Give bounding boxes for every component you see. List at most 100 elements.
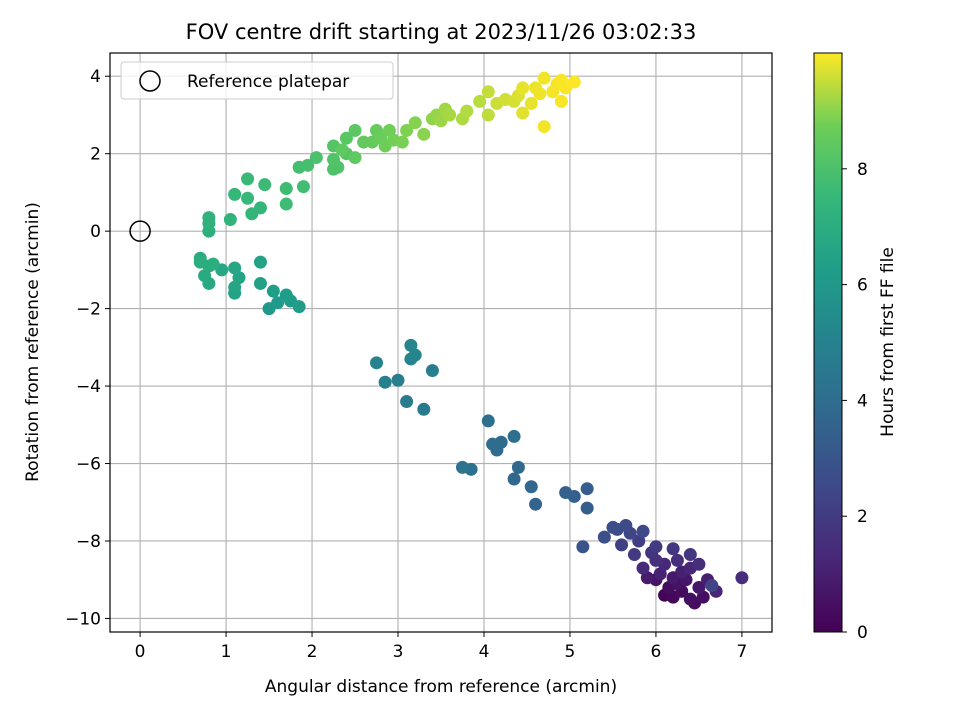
data-point (692, 557, 706, 571)
x-tick-label: 2 (307, 642, 318, 662)
data-point (537, 71, 551, 85)
data-point (460, 104, 474, 118)
data-point (425, 364, 439, 378)
data-point (228, 187, 242, 201)
data-point (223, 213, 237, 227)
points (193, 71, 749, 610)
colorbar: 0 2 4 6 8 Hours from first FF file (813, 52, 898, 643)
data-point (271, 296, 285, 310)
data-point (400, 395, 414, 409)
data-point (232, 271, 246, 285)
data-point (481, 414, 495, 428)
y-tick-label: −6 (76, 455, 101, 475)
y-ticks: −10 −8 −6 −4 −2 0 2 4 (65, 67, 110, 629)
colorbar-tick-label: 2 (857, 507, 868, 527)
data-point (696, 590, 710, 604)
data-point (576, 540, 590, 554)
data-point (481, 85, 495, 99)
data-point (309, 151, 323, 165)
colorbar-tick-label: 4 (857, 391, 868, 411)
data-point (653, 567, 667, 581)
data-point (649, 540, 663, 554)
data-point (417, 402, 431, 416)
y-tick-label: 0 (90, 222, 101, 242)
data-point (258, 178, 272, 192)
data-point (391, 373, 405, 387)
data-point (705, 579, 719, 593)
colorbar-tick-label: 6 (857, 276, 868, 296)
y-tick-label: −4 (76, 377, 101, 397)
data-point (253, 201, 267, 215)
data-point (481, 108, 495, 122)
reference-marker (129, 220, 151, 242)
x-tick-label: 3 (393, 642, 404, 662)
y-tick-label: −10 (65, 609, 101, 629)
x-tick-label: 5 (565, 642, 576, 662)
data-point (301, 158, 315, 172)
data-point (339, 131, 353, 145)
reference-point (129, 220, 151, 242)
data-point (507, 472, 521, 486)
x-ticks: 0 1 2 3 4 5 6 7 (135, 632, 747, 662)
legend-marker (139, 70, 161, 92)
data-point (443, 108, 457, 122)
data-point (580, 482, 594, 496)
data-point (202, 211, 216, 225)
y-tick-label: 4 (90, 67, 101, 87)
data-point (206, 257, 220, 271)
data-point (516, 81, 530, 95)
data-point (327, 153, 341, 167)
data-point (537, 120, 551, 134)
data-point (378, 375, 392, 389)
colorbar-ticks: 0 2 4 6 8 (842, 160, 868, 643)
data-point (554, 94, 568, 108)
data-point (567, 75, 581, 89)
data-point (279, 197, 293, 211)
data-point (640, 571, 654, 585)
data-point (486, 437, 500, 451)
data-point (417, 127, 431, 141)
x-tick-label: 6 (651, 642, 662, 662)
colorbar-label: Hours from first FF file (878, 247, 898, 437)
data-point (408, 116, 422, 130)
legend-box (120, 61, 394, 100)
data-point (597, 530, 611, 544)
data-point (580, 501, 594, 515)
data-point (296, 180, 310, 194)
x-tick-label: 4 (479, 642, 490, 662)
data-point (370, 356, 384, 370)
data-point (533, 87, 547, 101)
data-point (279, 182, 293, 196)
data-point (559, 486, 573, 500)
data-point (279, 288, 293, 302)
data-point (670, 553, 684, 567)
data-point (228, 280, 242, 294)
data-point (615, 538, 629, 552)
plot-frame (109, 52, 773, 633)
data-point (266, 284, 280, 298)
data-point (335, 143, 349, 157)
data-point (683, 592, 697, 606)
data-point (524, 480, 538, 494)
legend: Reference platepar (120, 61, 394, 100)
data-point (241, 172, 255, 186)
data-point (404, 338, 418, 352)
data-point (382, 123, 396, 137)
data-point (511, 460, 525, 474)
data-point (408, 348, 422, 362)
data-point (627, 548, 641, 562)
data-point (692, 580, 706, 594)
data-point (606, 520, 620, 534)
data-point (473, 94, 487, 108)
x-tick-label: 7 (736, 642, 747, 662)
data-point (632, 534, 646, 548)
legend-label: Reference platepar (187, 72, 349, 92)
data-point (292, 300, 306, 314)
colorbar-gradient (813, 52, 843, 633)
data-point (636, 524, 650, 538)
data-point (253, 255, 267, 269)
data-point (348, 123, 362, 137)
data-point (735, 571, 749, 585)
y-tick-label: −8 (76, 532, 101, 552)
